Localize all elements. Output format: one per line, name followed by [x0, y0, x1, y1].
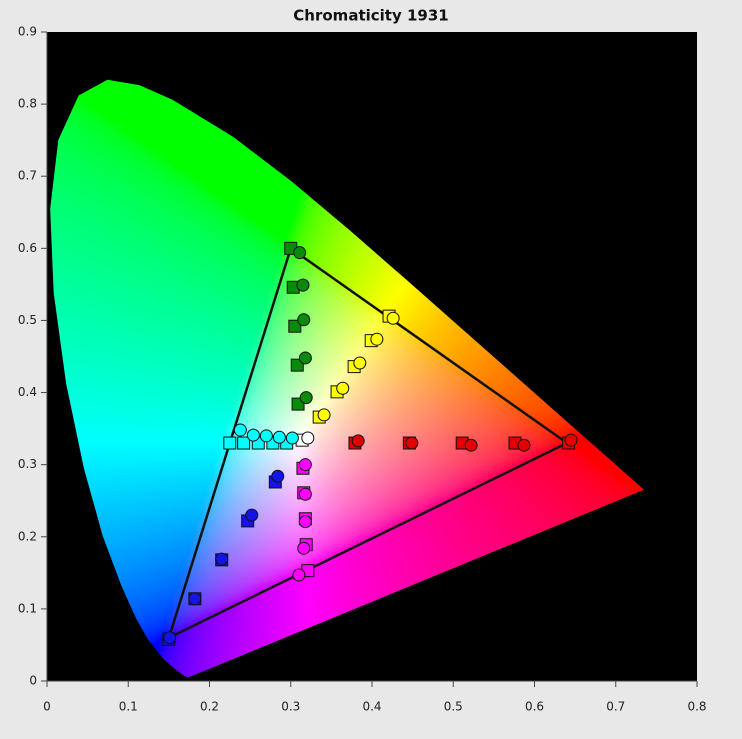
chart-title: Chromaticity 1931: [293, 7, 448, 25]
